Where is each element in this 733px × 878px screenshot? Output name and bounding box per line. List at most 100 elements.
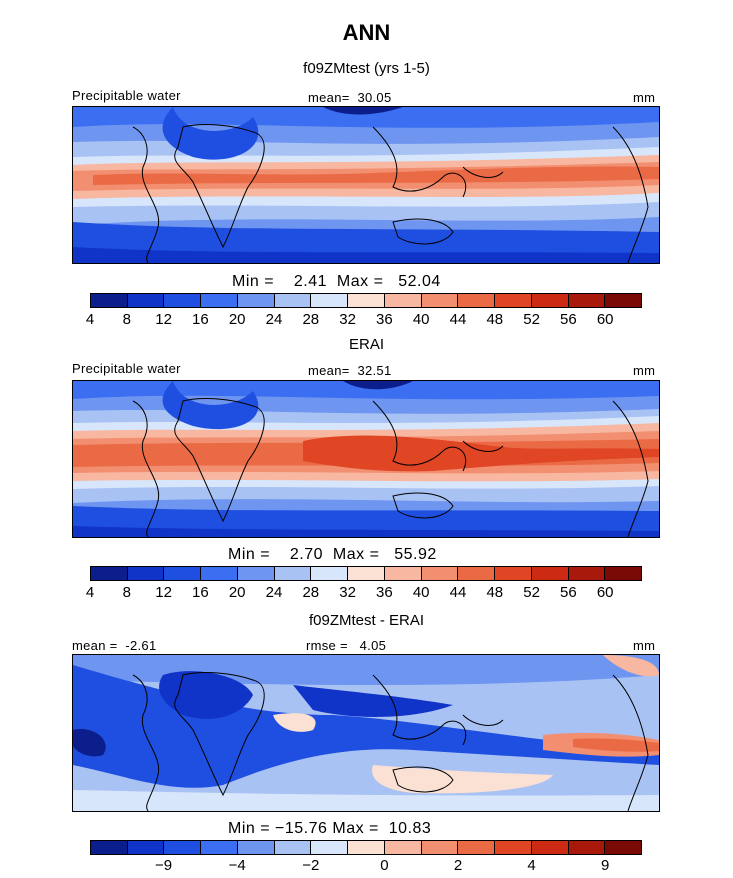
colorbar-tick-label: 8 [122, 584, 131, 601]
panel3-max-label: Max = [332, 820, 379, 837]
colorbar-swatch [274, 567, 312, 580]
colorbar-tick-label: 48 [486, 311, 504, 328]
panel1-max-value: 52.04 [398, 273, 441, 290]
colorbar-tick-label: 32 [339, 311, 356, 328]
panel1-colorbar [90, 293, 642, 308]
colorbar-swatch [495, 567, 532, 580]
colorbar-tick-label: 48 [486, 584, 504, 601]
colorbar-tick-label: 4 [85, 311, 95, 328]
panel1-title: f09ZMtest (yrs 1-5) [303, 60, 430, 77]
colorbar-tick-label: 24 [265, 584, 283, 601]
panel1-mean-label: mean= [308, 90, 350, 105]
colorbar-tick-label: 56 [560, 584, 577, 601]
panel2-colorbar [90, 566, 642, 581]
panel2-title: ERAI [348, 336, 384, 353]
colorbar-tick-label: 20 [228, 584, 246, 601]
panel1-variable-label: Precipitable water [72, 88, 181, 103]
colorbar-tick-label: 8 [122, 311, 131, 328]
panel3-colorbar [90, 840, 642, 855]
colorbar-tick-label: 12 [155, 584, 172, 601]
panel1-map [72, 106, 660, 264]
colorbar-swatch [605, 567, 642, 580]
colorbar-tick-label: 28 [302, 584, 320, 601]
colorbar-tick-label: 60 [596, 584, 614, 601]
colorbar-tick-label: 60 [596, 311, 614, 328]
colorbar-swatch [458, 294, 496, 307]
colorbar-swatch [91, 567, 128, 580]
colorbar-swatch [201, 294, 238, 307]
panel2-mean-label: mean= [308, 363, 350, 378]
colorbar-swatch [201, 567, 238, 580]
panel2-mean-value: 32.51 [357, 363, 392, 378]
colorbar-swatch [348, 841, 385, 854]
colorbar-swatch [237, 294, 275, 307]
colorbar-tick-label: 0 [380, 857, 389, 874]
colorbar-swatch [237, 841, 275, 854]
colorbar-swatch [384, 294, 422, 307]
colorbar-tick-label: 28 [302, 311, 320, 328]
colorbar-tick-label: −9 [155, 857, 173, 874]
colorbar-swatch [384, 841, 422, 854]
colorbar-swatch [384, 567, 422, 580]
colorbar-tick-label: 56 [560, 311, 577, 328]
colorbar-swatch [311, 294, 349, 307]
colorbar-tick-label: 24 [265, 311, 283, 328]
colorbar-tick-label: −2 [302, 857, 320, 874]
colorbar-tick-label: 4 [527, 857, 536, 874]
colorbar-swatch [91, 294, 128, 307]
colorbar-swatch [237, 567, 275, 580]
colorbar-swatch [421, 567, 459, 580]
panel2-min-value: 2.70 [289, 546, 323, 563]
panel1-min-value: 2.41 [293, 273, 327, 290]
page-title: ANN [342, 20, 391, 45]
colorbar-swatch [164, 567, 202, 580]
colorbar-tick-label: 40 [412, 311, 430, 328]
colorbar-swatch [458, 567, 496, 580]
panel2-units: mm [633, 363, 656, 378]
panel3-max-value: 10.83 [388, 820, 432, 837]
colorbar-swatch [531, 841, 569, 854]
panel2-max-value: 55.92 [394, 546, 437, 563]
colorbar-tick-label: 36 [376, 311, 393, 328]
colorbar-tick-label: 40 [412, 584, 430, 601]
colorbar-swatch [311, 567, 349, 580]
colorbar-swatch [458, 841, 496, 854]
colorbar-swatch [348, 567, 385, 580]
panel2-map [72, 380, 660, 538]
colorbar-tick-label: 52 [523, 311, 540, 328]
panel2-variable-label: Precipitable water [72, 361, 181, 376]
colorbar-swatch [164, 841, 202, 854]
colorbar-swatch [605, 294, 642, 307]
colorbar-tick-label: −4 [228, 857, 246, 874]
colorbar-swatch [568, 567, 606, 580]
panel1-min-label: Min = [232, 273, 275, 290]
colorbar-swatch [531, 294, 569, 307]
colorbar-tick-label: 36 [376, 584, 393, 601]
colorbar-tick-label: 32 [339, 584, 356, 601]
colorbar-tick-label: 20 [228, 311, 246, 328]
colorbar-swatch [274, 841, 312, 854]
panel3-map [72, 654, 660, 812]
colorbar-swatch [348, 294, 385, 307]
colorbar-tick-label: 52 [523, 584, 540, 601]
panel3-min-value: −15.76 [275, 820, 328, 837]
colorbar-tick-label: 12 [155, 311, 172, 328]
panel3-mean-value: -2.61 [125, 638, 157, 653]
panel1-max-label: Max = [336, 273, 384, 290]
colorbar-swatch [568, 841, 606, 854]
colorbar-tick-label: 9 [601, 857, 610, 874]
colorbar-tick-label: 16 [192, 311, 209, 328]
colorbar-swatch [201, 841, 238, 854]
colorbar-tick-label: 44 [449, 584, 467, 601]
panel3-units: mm [633, 638, 656, 653]
colorbar-swatch [421, 841, 459, 854]
colorbar-swatch [605, 841, 642, 854]
colorbar-swatch [421, 294, 459, 307]
panel3-min-label: Min = [228, 820, 271, 837]
colorbar-tick-label: 16 [192, 584, 209, 601]
colorbar-swatch [531, 567, 569, 580]
colorbar-swatch [274, 294, 312, 307]
colorbar-tick-label: 2 [453, 857, 463, 874]
panel2-max-label: Max = [332, 546, 380, 563]
colorbar-swatch [91, 841, 128, 854]
